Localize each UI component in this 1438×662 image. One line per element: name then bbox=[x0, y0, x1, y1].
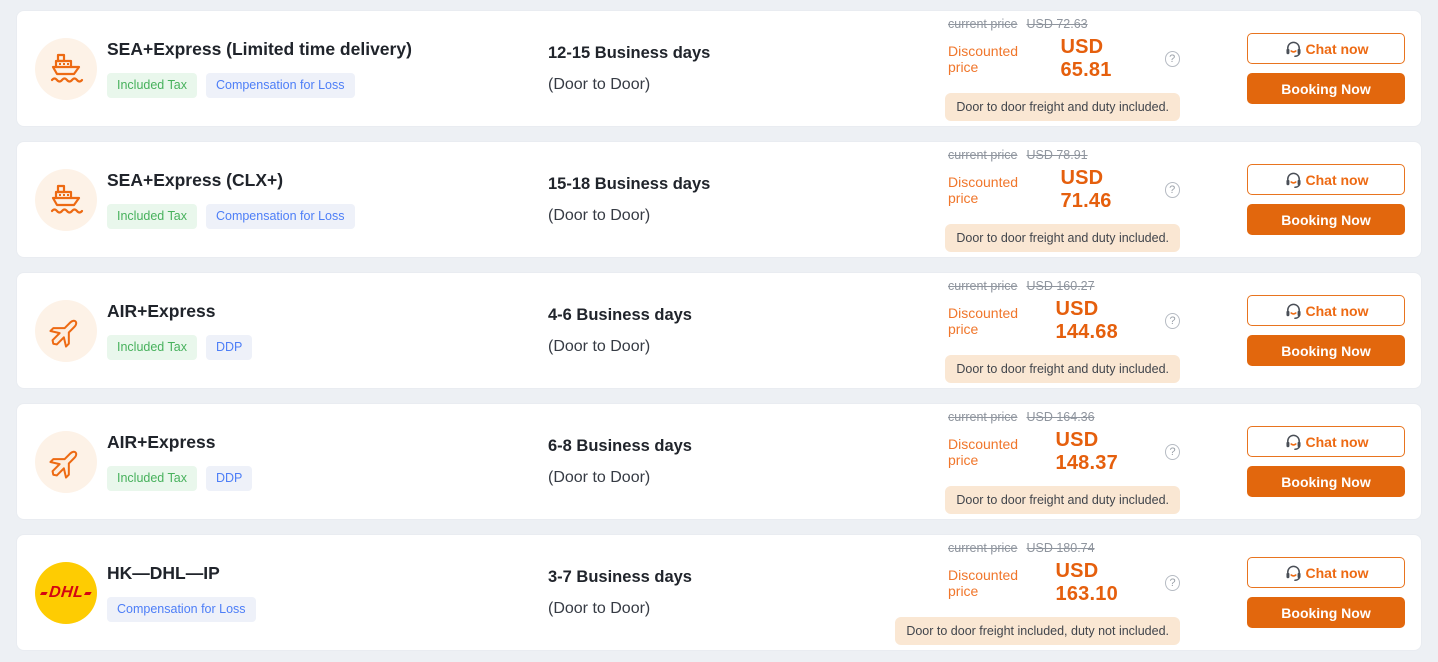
chat-now-label: Chat now bbox=[1305, 171, 1369, 188]
tag-compensation-for-loss: Compensation for Loss bbox=[107, 597, 256, 622]
freight-note: Door to door freight and duty included. bbox=[945, 485, 1180, 514]
current-price-label: current price bbox=[948, 278, 1018, 293]
chat-now-label: Chat now bbox=[1305, 564, 1369, 581]
current-price-row: current price USD 180.74 bbox=[948, 541, 1095, 555]
tag-included-tax: Included Tax bbox=[107, 466, 197, 491]
discounted-price-value: USD 144.68 bbox=[1055, 297, 1118, 343]
shipping-option-card: DHL HK—DHL—IP Compensation for Loss 3-7 … bbox=[16, 534, 1422, 651]
booking-now-button[interactable]: Booking Now bbox=[1247, 204, 1405, 235]
tags-row: Included Tax Compensation for Loss bbox=[107, 204, 507, 229]
delivery-mode: (Door to Door) bbox=[548, 206, 651, 224]
current-price-row: current price USD 72.63 bbox=[948, 17, 1088, 31]
discounted-price-label: Discounted price bbox=[948, 173, 1019, 206]
tag-compensation-for-loss: Compensation for Loss bbox=[205, 204, 355, 229]
tags-row: Included Tax Compensation for Loss bbox=[107, 73, 507, 98]
delivery-time: 4-6 Business days bbox=[548, 305, 692, 324]
current-price-value: USD 164.36 bbox=[1026, 409, 1095, 424]
current-price-value: USD 78.91 bbox=[1026, 147, 1088, 162]
discounted-price-label: Discounted price bbox=[948, 435, 1019, 468]
service-title: HK—DHL—IP bbox=[107, 563, 220, 584]
chat-now-label: Chat now bbox=[1305, 40, 1369, 57]
delivery-time: 3-7 Business days bbox=[548, 567, 692, 586]
current-price-label: current price bbox=[948, 16, 1018, 31]
discounted-price-label: Discounted price bbox=[948, 566, 1019, 599]
help-icon[interactable]: ? bbox=[1165, 443, 1181, 460]
headset-icon bbox=[1285, 41, 1301, 58]
tag-ddp: DDP bbox=[205, 335, 253, 360]
help-icon[interactable]: ? bbox=[1164, 181, 1180, 198]
delivery-mode: (Door to Door) bbox=[548, 599, 651, 617]
discounted-price-value: USD 65.81 bbox=[1060, 35, 1112, 81]
freight-note: Door to door freight and duty included. bbox=[945, 223, 1180, 252]
discounted-price-label: Discounted price bbox=[948, 42, 1019, 75]
dhl-logo-icon: DHL bbox=[35, 561, 97, 624]
freight-note: Door to door freight and duty included. bbox=[945, 92, 1180, 121]
dhl-logo-text: DHL bbox=[40, 584, 92, 602]
current-price-value: USD 160.27 bbox=[1026, 278, 1095, 293]
current-price-row: current price USD 164.36 bbox=[948, 410, 1095, 424]
delivery-time: 12-15 Business days bbox=[548, 43, 711, 62]
service-title: AIR+Express bbox=[107, 432, 216, 453]
ship-icon bbox=[35, 168, 97, 231]
service-title: SEA+Express (CLX+) bbox=[107, 170, 284, 191]
chat-now-label: Chat now bbox=[1305, 433, 1369, 450]
delivery-mode: (Door to Door) bbox=[548, 337, 651, 355]
tags-row: Compensation for Loss bbox=[107, 597, 507, 622]
discounted-price-value: USD 71.46 bbox=[1060, 166, 1112, 212]
shipping-option-card: SEA+Express (Limited time delivery) Incl… bbox=[16, 10, 1422, 127]
booking-now-button[interactable]: Booking Now bbox=[1247, 73, 1405, 104]
discounted-price-label: Discounted price bbox=[948, 304, 1019, 337]
booking-now-button[interactable]: Booking Now bbox=[1247, 335, 1405, 366]
current-price-label: current price bbox=[948, 147, 1018, 162]
chat-now-label: Chat now bbox=[1305, 302, 1369, 319]
chat-now-button[interactable]: Chat now bbox=[1247, 164, 1405, 195]
freight-note: Door to door freight and duty included. bbox=[945, 354, 1180, 383]
help-icon[interactable]: ? bbox=[1165, 574, 1181, 591]
booking-now-button[interactable]: Booking Now bbox=[1247, 597, 1405, 628]
current-price-row: current price USD 78.91 bbox=[948, 148, 1088, 162]
discounted-price-value: USD 163.10 bbox=[1055, 559, 1118, 605]
tag-included-tax: Included Tax bbox=[107, 204, 197, 229]
headset-icon bbox=[1285, 303, 1301, 320]
chat-now-button[interactable]: Chat now bbox=[1247, 426, 1405, 457]
freight-note: Door to door freight included, duty not … bbox=[895, 616, 1180, 645]
tag-ddp: DDP bbox=[205, 466, 253, 491]
help-icon[interactable]: ? bbox=[1164, 50, 1180, 67]
chat-now-button[interactable]: Chat now bbox=[1247, 557, 1405, 588]
delivery-time: 15-18 Business days bbox=[548, 174, 711, 193]
delivery-time: 6-8 Business days bbox=[548, 436, 692, 455]
shipping-option-card: SEA+Express (CLX+) Included Tax Compensa… bbox=[16, 141, 1422, 258]
plane-icon bbox=[35, 430, 97, 493]
tags-row: Included Tax DDP bbox=[107, 335, 507, 360]
help-icon[interactable]: ? bbox=[1165, 312, 1181, 329]
delivery-mode: (Door to Door) bbox=[548, 468, 651, 486]
current-price-value: USD 72.63 bbox=[1026, 16, 1088, 31]
shipping-option-card: AIR+Express Included Tax DDP 4-6 Busines… bbox=[16, 272, 1422, 389]
tags-row: Included Tax DDP bbox=[107, 466, 507, 491]
service-title: AIR+Express bbox=[107, 301, 216, 322]
headset-icon bbox=[1285, 565, 1301, 582]
current-price-label: current price bbox=[948, 409, 1018, 424]
chat-now-button[interactable]: Chat now bbox=[1247, 33, 1405, 64]
discounted-price-value: USD 148.37 bbox=[1055, 428, 1118, 474]
current-price-row: current price USD 160.27 bbox=[948, 279, 1095, 293]
booking-now-button[interactable]: Booking Now bbox=[1247, 466, 1405, 497]
tag-included-tax: Included Tax bbox=[107, 335, 197, 360]
current-price-label: current price bbox=[948, 540, 1018, 555]
ship-icon bbox=[35, 37, 97, 100]
service-title: SEA+Express (Limited time delivery) bbox=[107, 39, 412, 60]
tag-included-tax: Included Tax bbox=[107, 73, 197, 98]
plane-icon bbox=[35, 299, 97, 362]
delivery-mode: (Door to Door) bbox=[548, 75, 651, 93]
tag-compensation-for-loss: Compensation for Loss bbox=[205, 73, 355, 98]
headset-icon bbox=[1285, 434, 1301, 451]
headset-icon bbox=[1285, 172, 1301, 189]
chat-now-button[interactable]: Chat now bbox=[1247, 295, 1405, 326]
shipping-option-card: AIR+Express Included Tax DDP 6-8 Busines… bbox=[16, 403, 1422, 520]
current-price-value: USD 180.74 bbox=[1026, 540, 1095, 555]
